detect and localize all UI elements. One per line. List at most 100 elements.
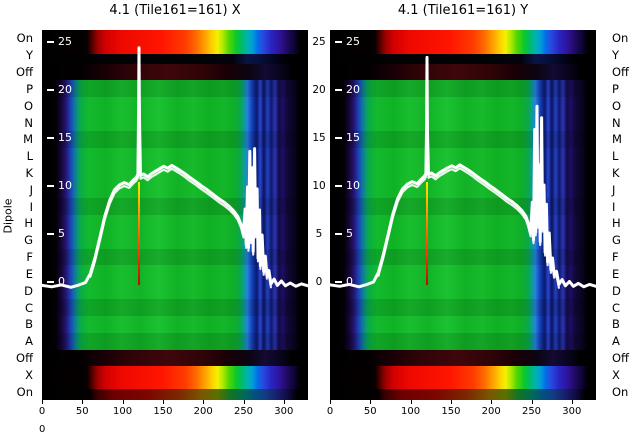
heatmap-row-x: [42, 366, 308, 390]
row-label-left: O: [23, 98, 33, 113]
heatmap-row-on: [42, 30, 308, 56]
plot-title-y: 4.1 (Tile161=161) Y: [397, 3, 529, 18]
x-axis-right: 0 50 100 150 200 250 300: [326, 400, 596, 424]
heatmap-row-p: [42, 80, 308, 98]
x-tick-mark: [531, 400, 533, 404]
heatmap-row-p: [330, 80, 596, 98]
gap-tick-label: 25: [312, 35, 326, 48]
row-label-left: F: [26, 250, 33, 264]
x-tick-mark: [162, 400, 164, 404]
inner-tick-label: 20: [58, 83, 72, 97]
row-label-left: E: [25, 266, 33, 281]
row-label-right: O: [612, 98, 622, 113]
row-label-left: N: [24, 115, 33, 130]
gap-tick-label: 5: [315, 227, 323, 240]
inner-tick-label: 5: [58, 227, 65, 241]
row-label-left: G: [24, 233, 33, 248]
x-tick-label: 50: [363, 406, 377, 417]
row-label-right: Off: [612, 65, 629, 79]
inner-tick-label: 10: [58, 179, 72, 193]
inner-tick-label: 20: [346, 83, 360, 97]
row-label-right: X: [612, 367, 620, 382]
heatmap-panel-x: 25 20 15 10 5 0: [42, 30, 308, 400]
heatmap-row-d: [330, 282, 596, 300]
inner-tick-mark: [335, 185, 342, 187]
inner-tick-label: 15: [346, 131, 360, 145]
x-tick-label: 0: [326, 406, 334, 417]
heatmap-row-off: [330, 63, 596, 82]
row-label-right: P: [612, 81, 619, 96]
inner-tick-label: 0: [58, 275, 65, 289]
heatmap-row-n: [42, 114, 308, 132]
gap-tick-label: 20: [312, 83, 326, 96]
row-label-left: K: [25, 166, 33, 180]
row-label-left: J: [29, 182, 33, 197]
x-tick-mark: [410, 400, 412, 404]
gap-tick-label: 0: [315, 275, 323, 288]
inner-tick-mark: [47, 281, 54, 283]
heatmap-row-g: [42, 231, 308, 250]
x-tick-label: 100: [401, 406, 421, 417]
x-tick-mark: [450, 400, 452, 404]
gap-tick-label: 15: [312, 131, 326, 144]
row-label-right: D: [612, 283, 621, 298]
heatmap-row-y: [330, 54, 596, 65]
heatmap-row-off: [42, 63, 308, 82]
x-tick-label: 150: [153, 406, 173, 417]
inner-tick-label: 0: [346, 275, 353, 289]
row-label-right: M: [612, 132, 622, 147]
x-tick-label: 100: [113, 406, 133, 417]
row-label-right: H: [612, 216, 621, 231]
row-label-left: On: [16, 384, 33, 399]
x-tick-label: 150: [441, 406, 461, 417]
row-label-right: On: [612, 31, 629, 46]
x-tick-mark: [243, 400, 245, 404]
x-tick-label: 50: [75, 406, 89, 417]
row-label-right: N: [612, 115, 621, 130]
inner-tick-mark: [47, 89, 54, 91]
x-tick-mark: [330, 400, 331, 404]
heatmap-row-on: [330, 30, 596, 56]
row-label-right: E: [612, 266, 620, 281]
inner-tick-mark: [335, 89, 342, 91]
x-tick-label: 250: [233, 406, 254, 417]
x-tick-mark: [82, 400, 84, 404]
x-tick-label: 200: [193, 406, 213, 417]
row-label-left: C: [24, 300, 33, 315]
row-label-left: B: [25, 317, 33, 332]
row-label-left: On: [16, 31, 33, 46]
heatmap-row-d: [42, 282, 308, 300]
heatmap-row-o: [42, 97, 308, 115]
inner-tick-mark: [47, 185, 54, 187]
row-label-left: L: [26, 149, 33, 164]
heatmap-row-j: [330, 181, 596, 199]
heatmap-row-a: [42, 332, 308, 351]
heatmap-row-k: [42, 164, 308, 183]
row-label-right: C: [612, 300, 621, 315]
corner-zero-label: 0: [39, 424, 46, 435]
heatmap-row-x: [330, 366, 596, 390]
heatmap-row-l: [42, 147, 308, 166]
x-tick-mark: [283, 400, 285, 404]
heatmap-row-j: [42, 181, 308, 199]
x-tick-mark: [42, 400, 43, 404]
heatmap-row-e: [330, 265, 596, 283]
heatmap-row-b: [42, 315, 308, 334]
row-label-right: Y: [612, 48, 620, 63]
row-label-left: D: [24, 283, 33, 298]
x-tick-label: 300: [274, 406, 294, 417]
heatmap-row-c: [42, 299, 308, 317]
heatmap-row-e: [42, 265, 308, 283]
inner-tick-mark: [335, 281, 342, 283]
heatmap-row-on: [330, 389, 596, 400]
x-tick-label: 250: [521, 406, 542, 417]
row-label-right: B: [612, 317, 620, 332]
row-label-right: On: [612, 384, 629, 399]
heatmap-row-n: [330, 114, 596, 132]
heatmap-row-b: [330, 315, 596, 334]
heatmap-row-m: [330, 130, 596, 149]
x-tick-mark: [571, 400, 573, 404]
heatmap-row-on: [42, 389, 308, 400]
peak-frequency-marker: [137, 181, 140, 286]
inner-tick-label: 5: [346, 227, 353, 241]
